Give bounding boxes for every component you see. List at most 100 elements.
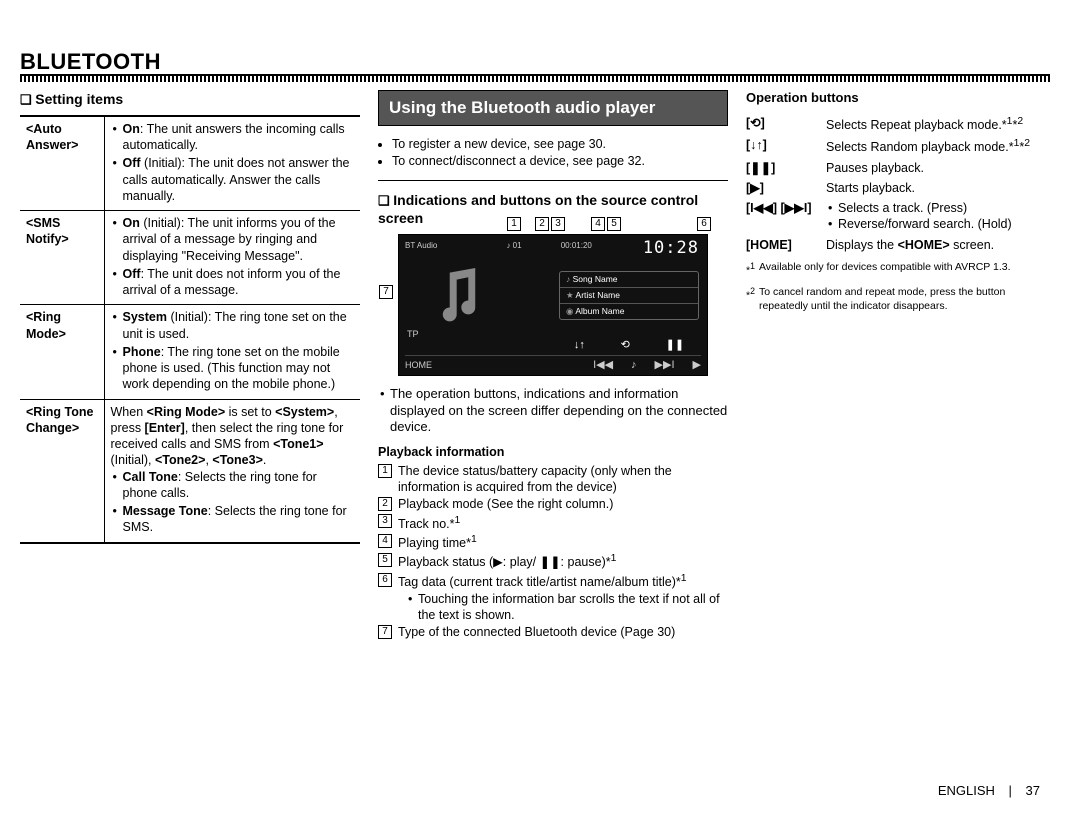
album-name: Album Name	[575, 306, 624, 316]
setting-desc: On: The unit answers the incoming calls …	[104, 116, 360, 211]
home-button: HOME	[405, 360, 432, 372]
operation-row: [I◀◀] [▶▶I]Selects a track. (Press)Rever…	[746, 200, 1050, 233]
item-text: The device status/battery capacity (only…	[398, 464, 672, 494]
setting-label: <Ring Mode>	[20, 305, 104, 399]
screen-time: 00:01:20	[561, 241, 592, 251]
footnote-text: To cancel random and repeat mode, press …	[759, 286, 1050, 313]
operation-row: [HOME]Displays the <HOME> screen.	[746, 237, 1050, 253]
screen-buttons-bottom: I◀◀♪▶▶I▶	[593, 358, 701, 372]
artist-name: Artist Name	[576, 290, 620, 300]
column-player: Using the Bluetooth audio player To regi…	[378, 90, 728, 643]
operation-row: [↓↑]Selects Random playback mode.*1*2	[746, 137, 1050, 155]
music-note-icon	[429, 267, 489, 327]
header-rule	[20, 74, 1050, 82]
column-operation: Operation buttons [⟲]Selects Repeat play…	[746, 90, 1050, 643]
operation-heading: Operation buttons	[746, 90, 1050, 107]
settings-table: <Auto Answer>On: The unit answers the in…	[20, 115, 360, 544]
operation-row: [⟲]Selects Repeat playback mode.*1*2	[746, 115, 1050, 133]
item-number-box: 4	[378, 534, 392, 548]
item-number-box: 5	[378, 553, 392, 567]
setting-label: <Auto Answer>	[20, 116, 104, 211]
item-number-box: 7	[378, 625, 392, 639]
operation-symbol: [↓↑]	[746, 137, 826, 155]
operation-row: [▶]Starts playback.	[746, 180, 1050, 196]
footer-language: ENGLISH	[938, 783, 995, 798]
settings-heading: Setting items	[20, 90, 360, 109]
footnote: *1Available only for devices compatible …	[746, 261, 1050, 278]
divider	[378, 180, 728, 181]
item-number-box: 3	[378, 514, 392, 528]
intro-item: To register a new device, see page 30.	[392, 136, 728, 152]
callout-3: 3	[551, 217, 565, 231]
playback-item: 7 Type of the connected Bluetooth device …	[378, 624, 728, 640]
intro-item: To connect/disconnect a device, see page…	[392, 153, 728, 169]
settings-row: <Ring Mode>System (Initial): The ring to…	[20, 305, 360, 399]
tag-info-box: ♪ Song Name ★ Artist Name ◉ Album Name	[559, 271, 699, 320]
operation-symbol: [⟲]	[746, 115, 826, 133]
callout-2: 2	[535, 217, 549, 231]
setting-label: <SMS Notify>	[20, 211, 104, 305]
banner-title: Using the Bluetooth audio player	[378, 90, 728, 126]
footnote: *2To cancel random and repeat mode, pres…	[746, 286, 1050, 313]
footer-page-number: 37	[1026, 783, 1040, 798]
tp-indicator: TP	[407, 329, 419, 341]
operation-desc: Displays the <HOME> screen.	[826, 237, 1050, 253]
screen-note: The operation buttons, indications and i…	[378, 386, 728, 437]
settings-row: <SMS Notify>On (Initial): The unit infor…	[20, 211, 360, 305]
callout-7: 7	[379, 285, 393, 299]
operation-symbol: [❚❚]	[746, 160, 826, 176]
screen-source: BT Audio	[405, 241, 437, 251]
screen-clock: 10:28	[643, 237, 699, 259]
item-number-box: 1	[378, 464, 392, 478]
footnote-text: Available only for devices compatible wi…	[759, 261, 1011, 278]
callout-1: 1	[507, 217, 521, 231]
manual-page: BLUETOOTH Setting items <Auto Answer>On:…	[0, 0, 1080, 834]
footnote-marker: *2	[746, 286, 755, 313]
item-text: Tag data (current track title/artist nam…	[398, 575, 687, 589]
song-name: Song Name	[573, 274, 618, 284]
item-number-box: 2	[378, 497, 392, 511]
column-settings: Setting items <Auto Answer>On: The unit …	[20, 90, 360, 643]
operation-desc: Pauses playback.	[826, 160, 1050, 176]
playback-item: 3 Track no.*1	[378, 513, 728, 531]
item-text: Playback mode (See the right column.)	[398, 497, 613, 511]
settings-row: <Ring Tone Change>When <Ring Mode> is se…	[20, 399, 360, 543]
operation-symbol: [HOME]	[746, 237, 826, 253]
operation-desc: Starts playback.	[826, 180, 1050, 196]
operation-symbol: [▶]	[746, 180, 826, 196]
callout-4: 4	[591, 217, 605, 231]
callout-5: 5	[607, 217, 621, 231]
item-text: Track no.*1	[398, 517, 460, 531]
setting-label: <Ring Tone Change>	[20, 399, 104, 543]
setting-desc: System (Initial): The ring tone set on t…	[104, 305, 360, 399]
item-number-box: 6	[378, 573, 392, 587]
playback-info-heading: Playback information	[378, 444, 728, 460]
playback-item: 6 Tag data (current track title/artist na…	[378, 572, 728, 624]
item-text: Type of the connected Bluetooth device (…	[398, 625, 675, 639]
playback-item: 1 The device status/battery capacity (onl…	[378, 463, 728, 496]
screen-track: ♪ 01	[506, 241, 521, 251]
item-text: Playing time*1	[398, 536, 477, 550]
footnote-marker: *1	[746, 261, 755, 278]
operation-desc: Selects Random playback mode.*1*2	[826, 137, 1050, 155]
operation-desc: Selects Repeat playback mode.*1*2	[826, 115, 1050, 133]
screen-buttons-top: ↓↑⟲❚❚	[559, 338, 699, 352]
operation-symbol: [I◀◀] [▶▶I]	[746, 200, 826, 233]
playback-item: 4 Playing time*1	[378, 533, 728, 551]
playback-item: 2 Playback mode (See the right column.)	[378, 496, 728, 512]
device-screen-mock: 1 2 3 4 5 6 7 BT Audio ♪ 01 00:01:20 10:…	[398, 234, 708, 376]
footnotes: *1Available only for devices compatible …	[746, 261, 1050, 313]
setting-desc: When <Ring Mode> is set to <System>, pre…	[104, 399, 360, 543]
page-footer: ENGLISH | 37	[938, 783, 1040, 800]
settings-row: <Auto Answer>On: The unit answers the in…	[20, 116, 360, 211]
operation-desc: Selects a track. (Press)Reverse/forward …	[826, 200, 1050, 233]
callout-6: 6	[697, 217, 711, 231]
sub-item: Touching the information bar scrolls the…	[408, 591, 728, 624]
playback-info-list: 1 The device status/battery capacity (onl…	[378, 463, 728, 641]
operation-table: [⟲]Selects Repeat playback mode.*1*2[↓↑]…	[746, 115, 1050, 253]
item-text: Playback status (▶: play/ ❚❚: pause)*1	[398, 555, 616, 569]
playback-item: 5 Playback status (▶: play/ ❚❚: pause)*1	[378, 552, 728, 570]
setting-desc: On (Initial): The unit informs you of th…	[104, 211, 360, 305]
operation-row: [❚❚]Pauses playback.	[746, 160, 1050, 176]
intro-notes: To register a new device, see page 30.To…	[378, 136, 728, 170]
